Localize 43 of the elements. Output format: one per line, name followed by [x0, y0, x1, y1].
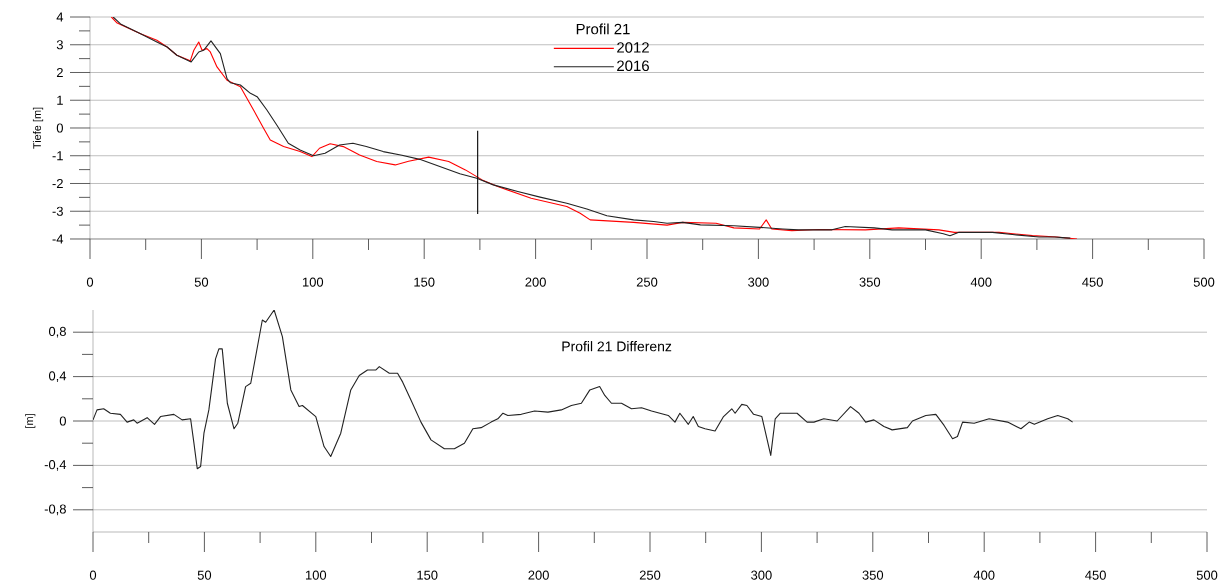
x-tick-label: 50 — [194, 277, 209, 287]
x-tick-label: 250 — [639, 570, 661, 580]
x-tick-label: 200 — [528, 570, 549, 580]
x-tick-label: 250 — [636, 277, 658, 287]
x-tick-label: 400 — [970, 277, 992, 287]
x-tick-label: 300 — [748, 277, 769, 287]
line-series — [93, 310, 1074, 470]
x-tick-label: 0 — [89, 570, 97, 580]
y-tick-label: 0 — [59, 416, 66, 426]
y-tick-label: 3 — [56, 40, 63, 50]
y-tick-label: -1 — [52, 151, 63, 161]
y-tick-label: 0,4 — [48, 371, 67, 382]
x-tick-label: 50 — [197, 570, 212, 580]
y-axis-title: Tiefe [m] — [32, 107, 44, 149]
y-tick-label: -2 — [52, 178, 63, 189]
x-tick-label: 500 — [1196, 570, 1218, 580]
x-tick-label: 300 — [751, 570, 772, 580]
x-tick-label: 450 — [1085, 570, 1106, 580]
y-tick-label: -3 — [52, 206, 63, 216]
x-tick-label: 150 — [417, 570, 438, 580]
y-tick-label: -0,4 — [44, 460, 67, 471]
x-tick-label: 200 — [525, 277, 546, 287]
legend-label: 2012 — [617, 42, 649, 53]
y-tick-label: 0,8 — [48, 326, 66, 338]
y-tick-label: -4 — [52, 234, 64, 244]
legend-title: Profil 21 — [576, 23, 630, 35]
y-tick-label: 0 — [56, 123, 63, 133]
legend-label: 2016 — [617, 60, 649, 72]
x-tick-label: 450 — [1082, 277, 1103, 287]
x-tick-label: 100 — [302, 277, 324, 287]
x-tick-label: 350 — [862, 570, 884, 580]
y-tick-label: 1 — [57, 95, 63, 105]
x-tick-label: 150 — [414, 277, 435, 287]
y-axis-title: [m] — [25, 414, 36, 428]
x-tick-label: 100 — [305, 570, 327, 580]
x-tick-label: 0 — [86, 277, 94, 287]
y-tick-label: 4 — [56, 12, 64, 22]
x-tick-label: 350 — [859, 277, 881, 287]
text: Profil 21 Differenz — [562, 341, 672, 352]
y-tick-label: 2 — [56, 67, 63, 78]
x-tick-label: 400 — [973, 570, 995, 580]
x-tick-label: 500 — [1193, 277, 1215, 287]
y-tick-label: -0,8 — [44, 504, 66, 516]
